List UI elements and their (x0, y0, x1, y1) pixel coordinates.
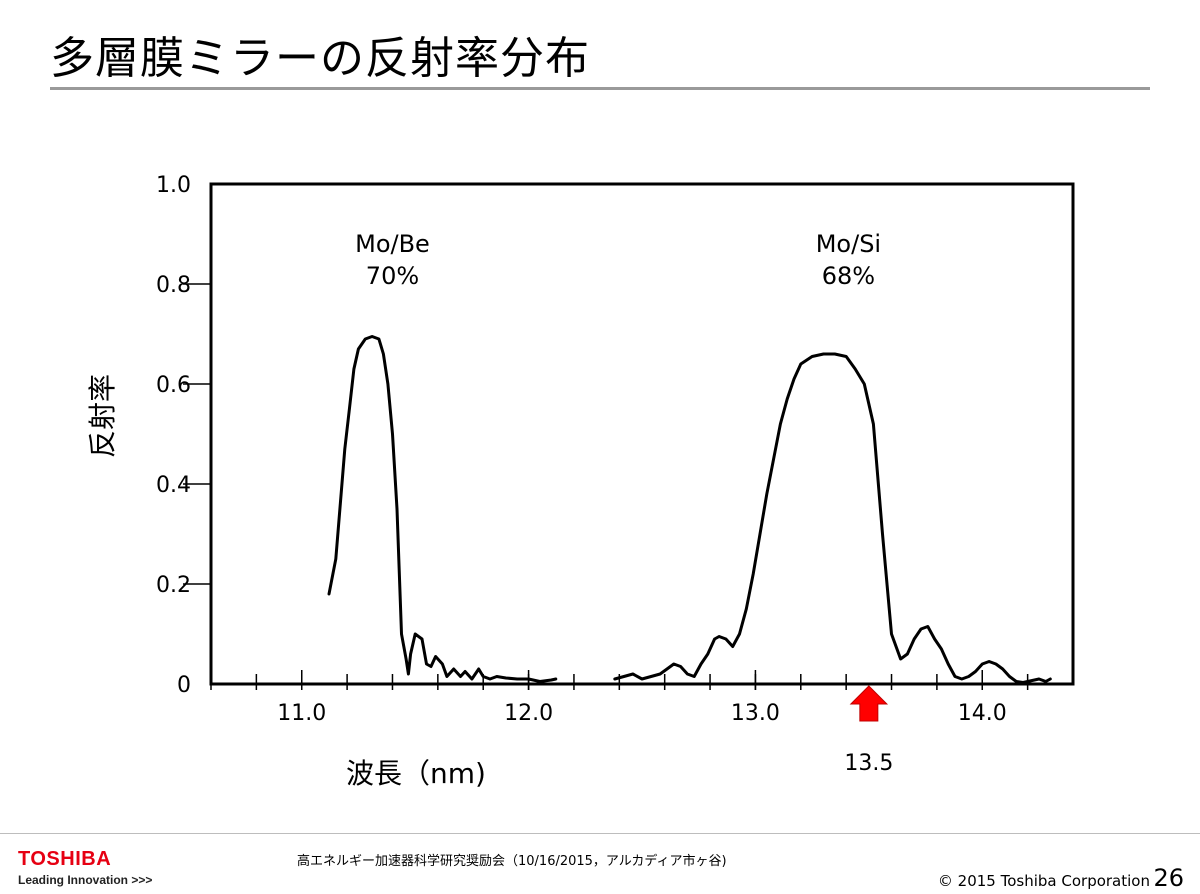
series-line-mo-si (613, 352, 1052, 684)
x-tick-label: 11.0 (277, 701, 326, 726)
x-axis-title: 波長（nm) (346, 757, 486, 790)
x-tick-label: 12.0 (504, 701, 553, 726)
y-tick-label: 0.6 (156, 373, 191, 398)
peak-annotation-mo-be: Mo/Be (355, 230, 430, 258)
title-divider (50, 87, 1150, 90)
y-tick-label: 1.0 (156, 173, 191, 198)
y-tick-label: 0 (177, 673, 191, 698)
page-number: 26 (1153, 864, 1184, 892)
y-tick-label: 0.2 (156, 573, 191, 598)
plot-frame (209, 182, 1075, 686)
y-tick-label: 0.8 (156, 273, 191, 298)
series-line-mo-be (327, 335, 558, 683)
copyright-notice: © 2015 Toshiba Corporation (937, 872, 1150, 890)
y-axis-title: 反射率 (86, 374, 119, 458)
x-tick-label: 13.0 (731, 701, 780, 726)
y-tick-label: 0.4 (156, 473, 191, 498)
wavelength-marker-label: 13.5 (844, 751, 893, 776)
footer-divider (0, 833, 1200, 834)
peak-annotation-mo-be: 70% (366, 262, 419, 290)
slide-title: 多層膜ミラーの反射率分布 (50, 33, 590, 84)
reflectance-chart: 0 0.2 0.4 0.6 0.8 1.0 11.0 12.0 13.0 14.0 波長（nm) 反射… (86, 173, 1075, 790)
wavelength-marker-arrow-icon (849, 685, 889, 722)
peak-annotation-mo-si: 68% (822, 262, 875, 290)
x-tick-label: 14.0 (958, 701, 1007, 726)
toshiba-logo: TOSHIBA (18, 848, 112, 870)
peak-annotation-mo-si: Mo/Si (816, 230, 881, 258)
logo-tagline: Leading Innovation >>> (18, 873, 153, 887)
event-caption: 高エネルギー加速器科学研究奨励会（10/16/2015，アルカディア市ヶ谷) (297, 854, 727, 869)
